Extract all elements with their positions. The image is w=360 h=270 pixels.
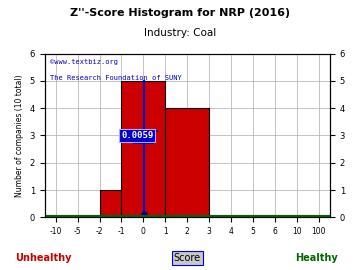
Bar — [121, 81, 165, 217]
Text: Z''-Score Histogram for NRP (2016): Z''-Score Histogram for NRP (2016) — [70, 8, 290, 18]
Text: The Research Foundation of SUNY: The Research Foundation of SUNY — [50, 75, 182, 81]
Y-axis label: Number of companies (10 total): Number of companies (10 total) — [15, 74, 24, 197]
Bar — [165, 108, 209, 217]
Text: Score: Score — [174, 253, 201, 263]
Text: 0.0059: 0.0059 — [121, 131, 153, 140]
Bar — [99, 190, 121, 217]
Text: ©www.textbiz.org: ©www.textbiz.org — [50, 59, 118, 65]
Text: Industry: Coal: Industry: Coal — [144, 28, 216, 38]
Text: Unhealthy: Unhealthy — [15, 253, 71, 263]
Text: Healthy: Healthy — [296, 253, 338, 263]
